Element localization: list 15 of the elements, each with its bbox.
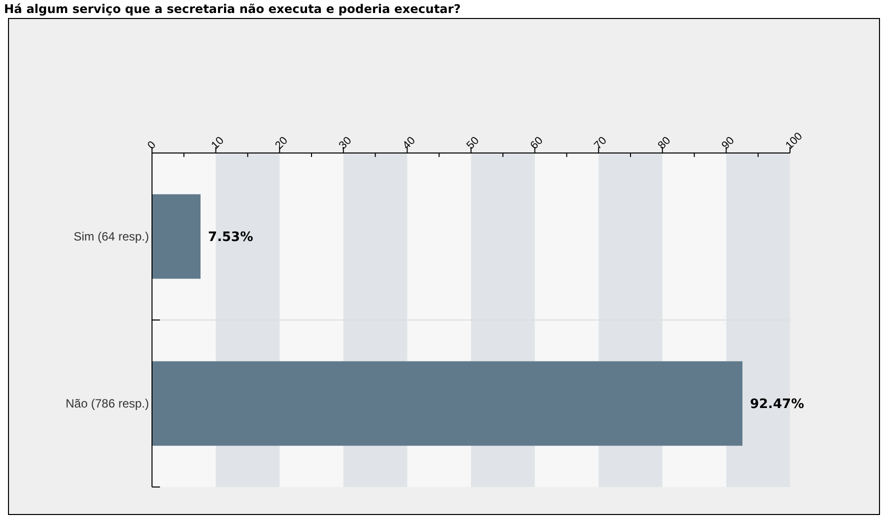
x-tick-label: 100 [783,130,805,152]
x-tick-label: 40 [400,134,418,152]
x-tick-label: 30 [336,134,354,152]
y-tick-label: Não (786 resp.) [66,396,149,410]
x-tick-label: 60 [528,134,546,152]
x-tick-label: 90 [720,134,737,152]
data-label: 7.53% [208,230,254,246]
y-tick-label: Sim (64 resp.) [74,229,149,244]
x-tick-label: 70 [592,134,610,152]
x-tick-label: 20 [273,134,290,152]
x-tick-label: 80 [656,134,674,152]
data-label: 92.47% [750,397,804,412]
x-tick-label: 50 [464,134,482,152]
x-tick-label: 10 [209,134,226,152]
chart-title: Há algum serviço que a secretaria não executa e poderia executar? [4,2,461,16]
